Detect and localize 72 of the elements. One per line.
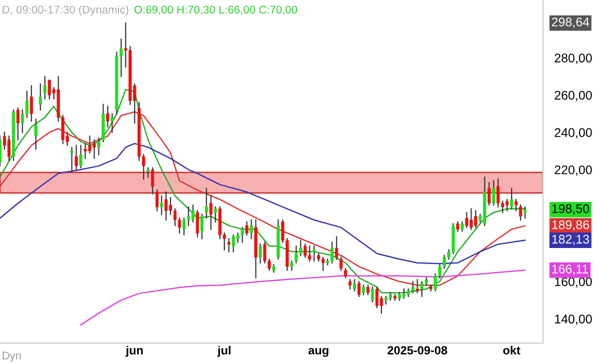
- candlestick: [196, 210, 200, 238]
- candlestick: [245, 221, 248, 236]
- candlestick: [227, 238, 230, 252]
- candlestick: [182, 218, 186, 236]
- text: 182,13: [552, 234, 590, 246]
- text: 166,11: [552, 264, 588, 275]
- candlestick: [186, 206, 190, 226]
- candlestick: [204, 188, 208, 219]
- y-tick-label: 280,00: [554, 54, 592, 64]
- candlestick: [30, 85, 33, 122]
- candlestick: [335, 236, 338, 260]
- y-tick-label: 220,00: [554, 165, 592, 176]
- candlestick: [290, 260, 294, 271]
- x-tick-label: jun: [126, 346, 143, 357]
- candlestick: [146, 167, 150, 178]
- chart-title: D, 09:00-17:30 (Dynamic): [2, 5, 128, 16]
- candlestick: [514, 198, 518, 212]
- text: 298,64: [552, 18, 590, 28]
- line-series: [0, 142, 526, 264]
- y-tick-label: 240,00: [554, 128, 592, 138]
- candlestick: [357, 280, 361, 297]
- candlestick: [250, 219, 253, 240]
- candlestick: [366, 284, 370, 296]
- text: 189,86: [552, 220, 590, 231]
- candlestick: [523, 206, 527, 219]
- candlestick: [340, 256, 343, 271]
- candlestick: [74, 144, 78, 170]
- text: Dyn: [2, 352, 21, 362]
- candlestick: [164, 191, 168, 221]
- x-tick-label: okt: [503, 346, 520, 354]
- candlestick: [519, 204, 522, 221]
- candlestick: [375, 286, 379, 308]
- candlestick: [362, 284, 366, 296]
- y-tick-label: 260,00: [554, 90, 592, 102]
- candlestick: [370, 286, 374, 303]
- candlestick: [106, 106, 110, 128]
- candlestick: [7, 136, 11, 161]
- candlestick: [456, 221, 460, 232]
- x-tick-label: aug: [308, 348, 328, 357]
- candlestick: [348, 279, 352, 290]
- y-tick-label: 140,00: [555, 314, 592, 325]
- y-tick-label: 160,00: [555, 277, 592, 288]
- candlestick: [352, 279, 356, 292]
- candlestick: [492, 180, 496, 206]
- candlestick: [258, 244, 262, 264]
- x-tick-label: jul: [217, 346, 230, 357]
- candlestick: [79, 144, 82, 168]
- candlestick: [416, 279, 419, 294]
- line-series: [80, 269, 526, 326]
- candlestick: [97, 137, 100, 156]
- x-tick-label: 2025-09-08: [388, 346, 448, 354]
- candlestick: [312, 246, 316, 262]
- candlestick: [70, 146, 74, 172]
- candlestick: [191, 204, 195, 222]
- candlestick: [34, 118, 38, 150]
- candlestick: [110, 113, 114, 133]
- chart-subtitle: O:69,00 H:70,30 L:66,00 C:70,00: [134, 6, 298, 15]
- candlestick: [151, 167, 154, 194]
- candlestick: [38, 83, 42, 111]
- candlestick: [344, 268, 348, 278]
- candlestick: [488, 182, 491, 206]
- candlestick: [156, 190, 159, 212]
- text: 198,50: [552, 204, 590, 215]
- candlestick: [214, 206, 217, 222]
- candlestick: [16, 108, 20, 140]
- candlestick: [173, 208, 177, 226]
- candlestick: [43, 76, 46, 100]
- candlestick: [200, 214, 204, 240]
- candlestick: [160, 195, 164, 215]
- candlestick: [460, 221, 464, 232]
- candlestick: [209, 195, 212, 230]
- candlestick: [510, 188, 514, 210]
